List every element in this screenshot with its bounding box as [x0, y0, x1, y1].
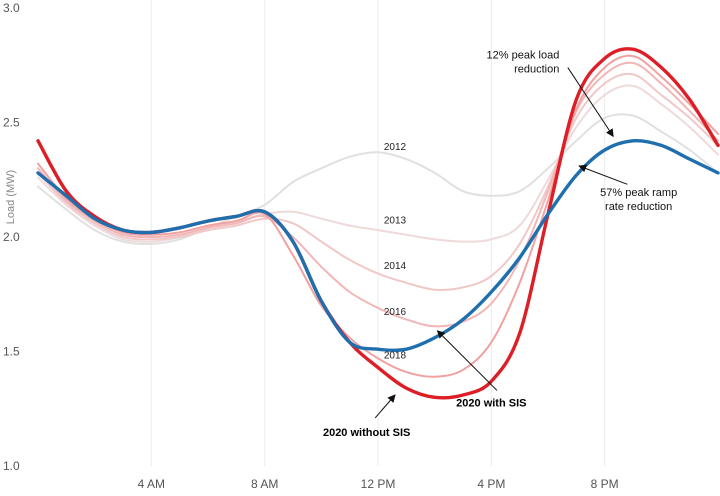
- annotation-text-peak-load: 12% peak load: [487, 49, 560, 61]
- annotation-text-with-sis: 2020 with SIS: [456, 397, 526, 409]
- annotation-text-peak-load: reduction: [514, 63, 559, 75]
- y-tick-2-0: 2.0: [3, 230, 20, 244]
- series-label-2012: 2012: [384, 142, 407, 153]
- series-line-2018: [37, 54, 719, 378]
- series-label-2014: 2014: [384, 261, 407, 272]
- series-label-2013: 2013: [384, 215, 407, 226]
- series-line-2014: [37, 72, 719, 291]
- vertical-grid: [150, 0, 606, 466]
- series-label-2018: 2018: [384, 350, 407, 361]
- y-axis-title: Load (MW): [5, 170, 17, 224]
- annotation-layer: 12% peak load reduction 57% peak ramp rate …: [323, 49, 677, 439]
- y-tick-2-5: 2.5: [3, 116, 20, 130]
- annotation-arrow-peak-load: [567, 67, 614, 138]
- annotation-text-without-sis: 2020 without SIS: [323, 427, 410, 439]
- annotation-arrow-without-sis: [374, 394, 396, 419]
- x-tick-4-am: 4 AM: [138, 477, 165, 491]
- x-tick-4-pm: 4 PM: [477, 477, 505, 491]
- series-line-2020-with-sis: [36, 138, 720, 353]
- annotation-arrow-with-sis: [436, 330, 498, 391]
- annotation-arrow-ramp-rate: [578, 164, 628, 185]
- series-line-2013: [37, 84, 719, 243]
- series-layer: [36, 47, 720, 400]
- series-line-2012: [37, 113, 719, 246]
- y-tick-1-5: 1.5: [3, 345, 20, 359]
- year-label-layer: 2012 2013 2014 2016 2018: [384, 142, 407, 361]
- axis-layer: 1.0 1.5 2.0 2.5 3.0 4 AM 8 AM 12 PM 4 PM 8 PM Load…: [3, 1, 619, 491]
- annotation-text-ramp-rate: rate reduction: [605, 201, 672, 213]
- y-tick-3-0: 3.0: [3, 1, 20, 15]
- y-tick-1-0: 1.0: [3, 459, 20, 473]
- x-tick-8-pm: 8 PM: [591, 477, 619, 491]
- series-line-2016: [37, 61, 719, 328]
- annotation-text-ramp-rate: 57% peak ramp: [600, 187, 677, 199]
- series-label-2016: 2016: [384, 307, 407, 318]
- x-tick-8-am: 8 AM: [251, 477, 278, 491]
- x-tick-12-pm: 12 PM: [361, 477, 396, 491]
